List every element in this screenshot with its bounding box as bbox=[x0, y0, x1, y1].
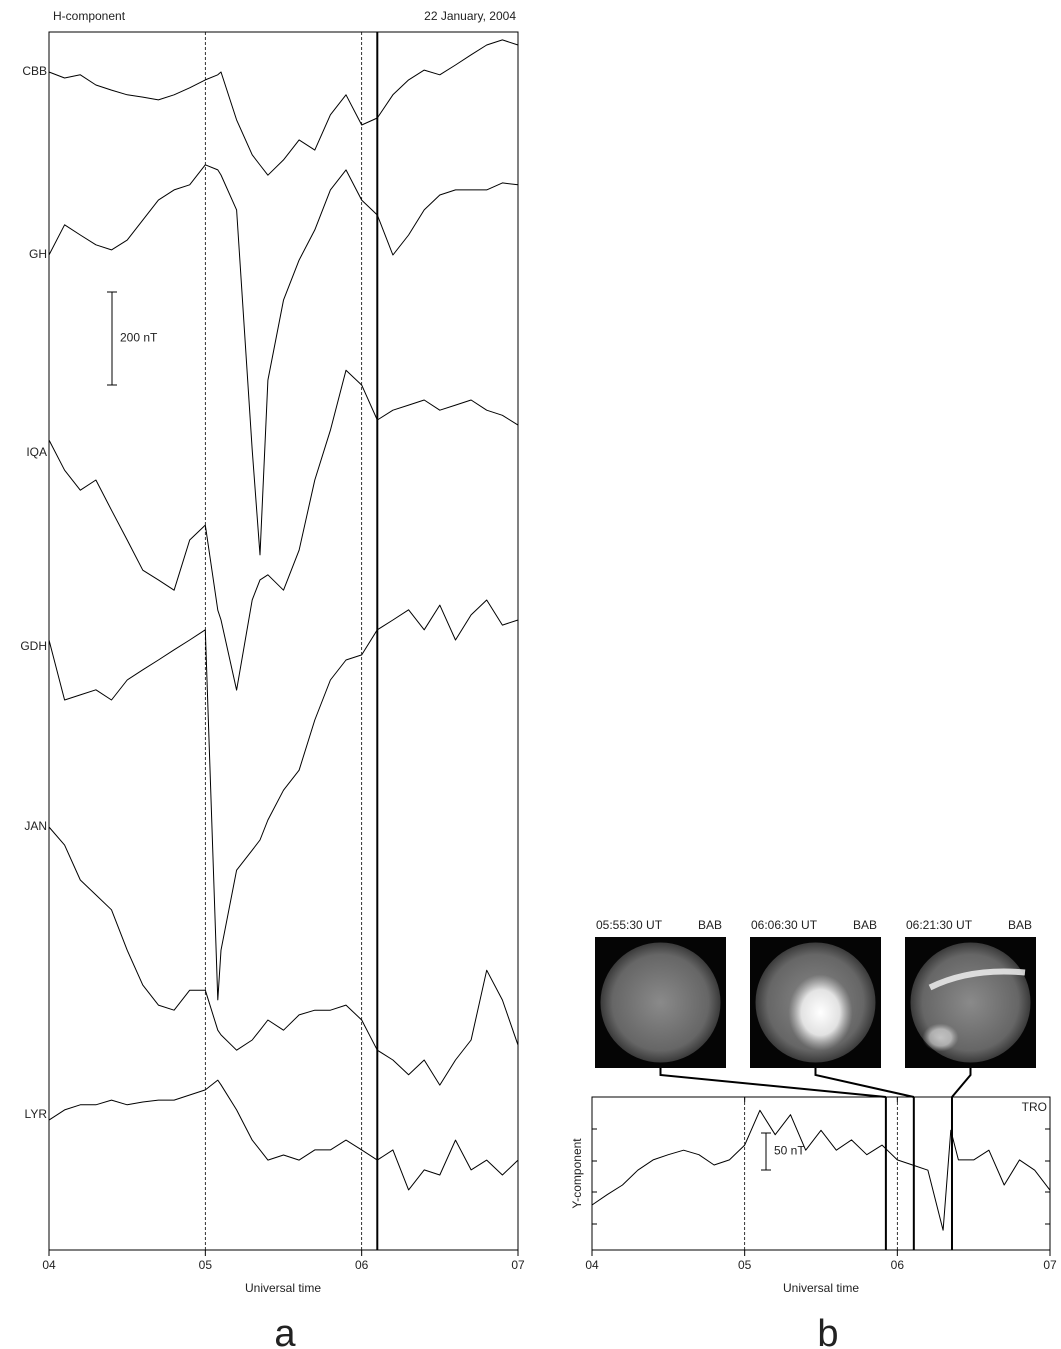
image-station: BAB bbox=[853, 918, 877, 932]
station-label: JAN bbox=[24, 819, 47, 833]
trace bbox=[591, 1109, 1051, 1231]
station-label: CBB bbox=[22, 64, 47, 78]
connector bbox=[814, 1068, 915, 1098]
trace bbox=[48, 1079, 519, 1191]
x-tick-label: 07 bbox=[511, 1258, 525, 1272]
station-label: TRO bbox=[1022, 1100, 1047, 1114]
trace bbox=[48, 599, 519, 1001]
scale-bar-label: 50 nT bbox=[774, 1144, 805, 1158]
chart-title: H-component bbox=[53, 9, 126, 23]
x-tick-label: 05 bbox=[738, 1258, 752, 1272]
trace bbox=[48, 826, 519, 1086]
x-tick-label: 06 bbox=[355, 1258, 369, 1272]
image-time: 06:06:30 UT bbox=[751, 918, 818, 932]
plot-frame bbox=[48, 31, 519, 1251]
station-label: GDH bbox=[20, 639, 47, 653]
x-axis-title: Universal time bbox=[783, 1281, 859, 1295]
image-station: BAB bbox=[698, 918, 722, 932]
panel-label: a bbox=[274, 1313, 296, 1349]
image-station: BAB bbox=[1008, 918, 1032, 932]
trace bbox=[48, 369, 519, 691]
x-tick-label: 05 bbox=[199, 1258, 213, 1272]
chart-date: 22 January, 2004 bbox=[424, 9, 516, 23]
x-axis-title: Universal time bbox=[245, 1281, 321, 1295]
connector bbox=[951, 1068, 972, 1098]
aurora-arc bbox=[928, 968, 1026, 991]
trace bbox=[48, 164, 519, 556]
image-time: 06:21:30 UT bbox=[906, 918, 973, 932]
station-label: GH bbox=[29, 247, 47, 261]
image-time: 05:55:30 UT bbox=[596, 918, 663, 932]
x-tick-label: 07 bbox=[1043, 1258, 1057, 1272]
station-label: LYR bbox=[25, 1107, 48, 1121]
trace bbox=[48, 39, 519, 176]
sky-disc bbox=[600, 942, 721, 1063]
station-label: IQA bbox=[26, 445, 47, 459]
x-tick-label: 04 bbox=[585, 1258, 599, 1272]
connector bbox=[659, 1068, 886, 1098]
plot-frame bbox=[591, 1096, 1051, 1251]
y-axis-title: Y-component bbox=[570, 1138, 584, 1209]
panel-label: b bbox=[817, 1313, 838, 1349]
aurora bbox=[922, 1023, 959, 1052]
scale-bar-label: 200 nT bbox=[120, 331, 158, 345]
x-tick-label: 04 bbox=[42, 1258, 56, 1272]
x-tick-label: 06 bbox=[891, 1258, 905, 1272]
aurora bbox=[788, 974, 853, 1051]
